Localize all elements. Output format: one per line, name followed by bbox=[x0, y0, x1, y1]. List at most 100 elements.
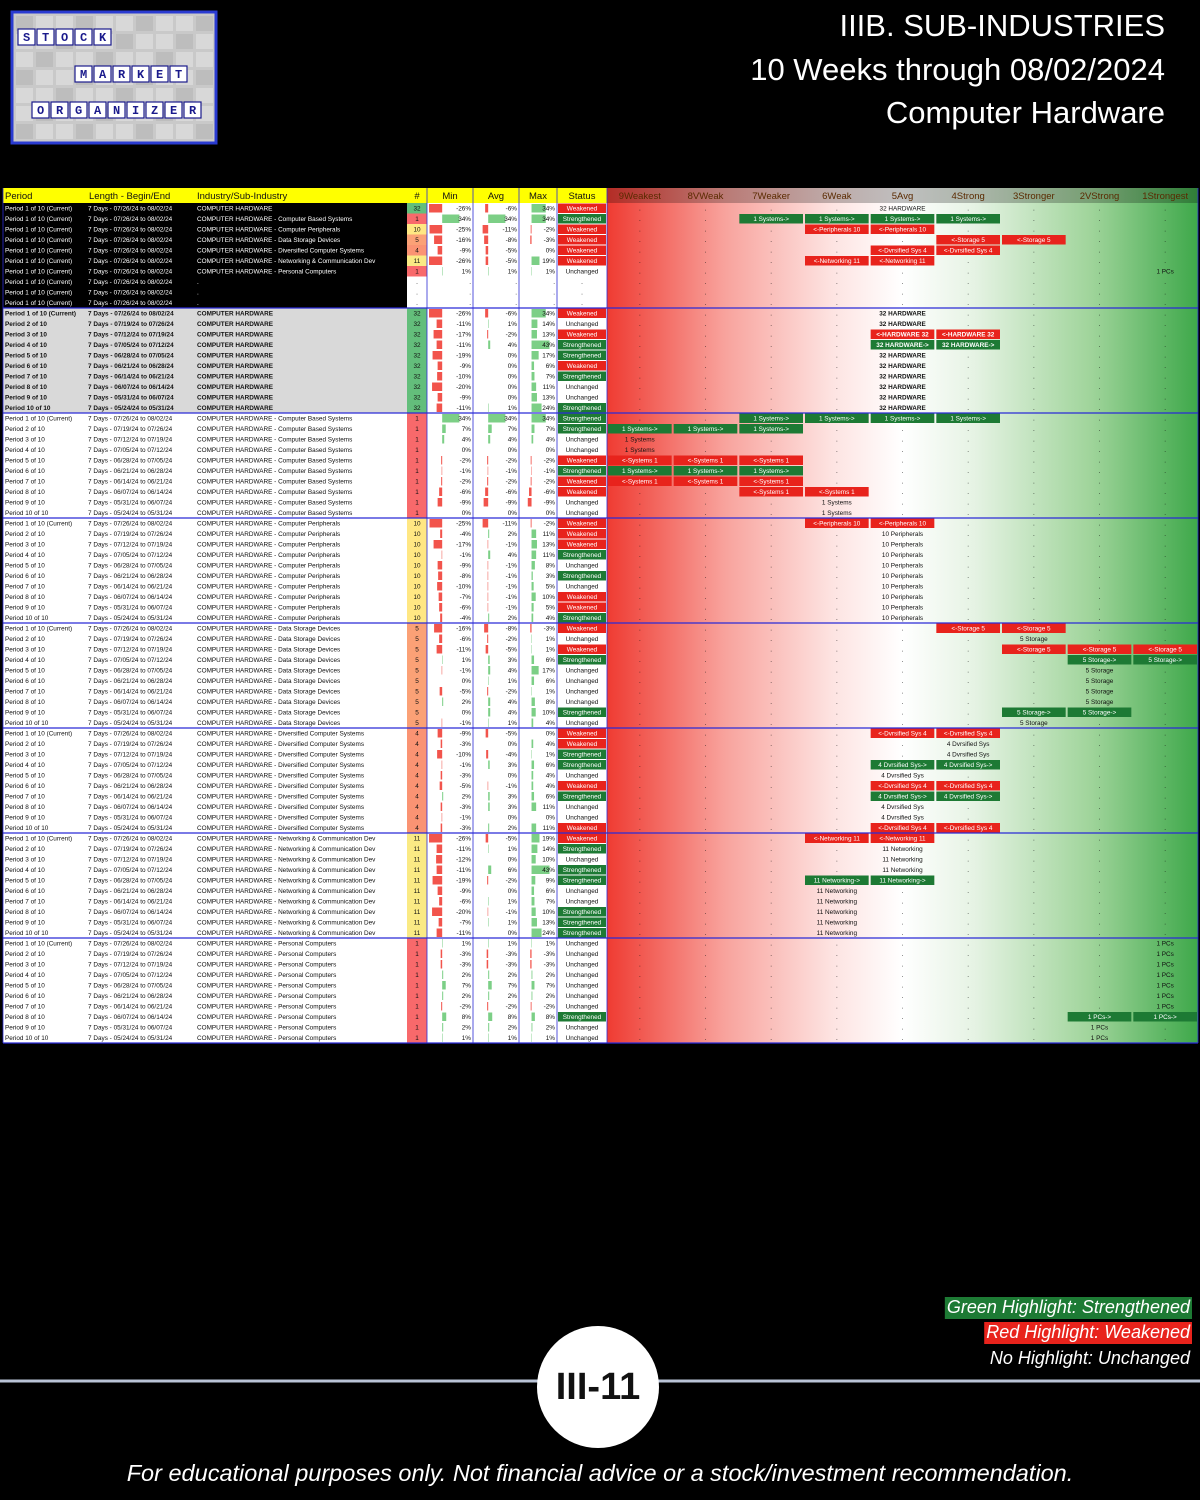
industry-cell: COMPUTER HARDWARE - Diversified Computer… bbox=[197, 783, 364, 790]
band-cell: . bbox=[705, 951, 707, 958]
pos-bar bbox=[488, 666, 491, 675]
pos-bar bbox=[488, 1023, 490, 1032]
status-cell: Strengthened bbox=[563, 373, 602, 380]
band-cell: . bbox=[770, 783, 772, 790]
status-bg bbox=[558, 518, 606, 528]
neg-bar bbox=[440, 823, 443, 832]
length-cell: 7 Days - 06/28/24 to 07/05/24 bbox=[88, 772, 173, 779]
neg-bar bbox=[441, 718, 443, 727]
count-bg bbox=[407, 371, 427, 382]
industry-cell: COMPUTER HARDWARE - Computer Peripherals bbox=[197, 594, 340, 601]
band-cell: 10 Peripherals bbox=[882, 573, 923, 580]
count-cell: 4 bbox=[415, 741, 419, 748]
min-cell: -9% bbox=[460, 562, 472, 569]
industry-cell: COMPUTER HARDWARE - Computer Peripherals bbox=[197, 583, 340, 590]
min-cell: -3% bbox=[460, 772, 472, 779]
band-cell: . bbox=[639, 930, 641, 937]
length-cell: 7 Days - 05/24/24 to 05/31/24 bbox=[88, 930, 173, 937]
band-cell: . bbox=[770, 1024, 772, 1031]
neg-bar bbox=[433, 330, 443, 339]
band-cell: . bbox=[770, 321, 772, 328]
band-cell: . bbox=[1033, 331, 1035, 338]
length-cell: 7 Days - 07/26/24 to 08/02/24 bbox=[88, 835, 173, 842]
length-cell: 7 Days - 07/26/24 to 08/02/24 bbox=[88, 300, 173, 307]
band-cell: . bbox=[705, 436, 707, 443]
count-cell: 32 bbox=[413, 352, 421, 359]
avg-cell: -1% bbox=[506, 783, 518, 790]
length-cell: 7 Days - 06/07/24 to 06/14/24 bbox=[88, 699, 173, 706]
band-cell: . bbox=[1033, 394, 1035, 401]
band-cell: . bbox=[639, 982, 641, 989]
neg-bar bbox=[429, 519, 443, 528]
status-bg bbox=[558, 203, 606, 213]
max-cell: 1% bbox=[546, 688, 556, 695]
count-cell: 32 bbox=[413, 205, 421, 212]
band-cell: . bbox=[1164, 720, 1166, 727]
min-cell: -1% bbox=[460, 814, 472, 821]
neg-bar bbox=[487, 466, 489, 475]
neg-bar bbox=[487, 781, 489, 790]
count-bg bbox=[407, 969, 427, 980]
band-cell: . bbox=[1099, 331, 1101, 338]
pos-bar bbox=[531, 424, 535, 433]
band-cell: . bbox=[1033, 867, 1035, 874]
row-bg bbox=[3, 381, 407, 392]
avg-cell: 2% bbox=[508, 825, 518, 832]
band-cell: . bbox=[902, 720, 904, 727]
band-cell: . bbox=[1164, 604, 1166, 611]
length-cell: 7 Days - 06/21/24 to 06/28/24 bbox=[88, 468, 173, 475]
neg-bar bbox=[487, 876, 489, 885]
band-cell: . bbox=[836, 300, 838, 307]
band-cell: . bbox=[902, 898, 904, 905]
max-cell: 10% bbox=[542, 594, 555, 601]
pos-bar bbox=[442, 939, 443, 948]
band-cell: <-Systems 1 bbox=[753, 478, 789, 485]
pos-bar bbox=[531, 834, 540, 843]
status-bg bbox=[558, 476, 606, 486]
row-bg bbox=[3, 297, 407, 308]
max-cell: 2% bbox=[546, 993, 556, 1000]
min-cell: 2% bbox=[462, 699, 472, 706]
band-cell: . bbox=[902, 436, 904, 443]
pos-bar bbox=[531, 403, 542, 412]
band-cell: <-Dvrsified Sys 4 bbox=[944, 730, 993, 737]
band-cell: . bbox=[705, 919, 707, 926]
industry-cell: COMPUTER HARDWARE - Data Storage Devices bbox=[197, 625, 340, 632]
count-bg bbox=[407, 549, 427, 560]
pos-bar bbox=[442, 970, 444, 979]
count-cell: 1 bbox=[415, 951, 419, 958]
period-cell: Period 2 of 10 bbox=[5, 741, 45, 748]
count-cell: 11 bbox=[414, 888, 421, 895]
status-cell: Strengthened bbox=[563, 877, 602, 884]
band-cell: . bbox=[770, 888, 772, 895]
band-cell: . bbox=[1099, 604, 1101, 611]
count-cell: 32 bbox=[413, 331, 421, 338]
band-cell: . bbox=[836, 321, 838, 328]
industry-cell: COMPUTER HARDWARE - Diversified Computer… bbox=[197, 772, 364, 779]
status-cell: Weakened bbox=[567, 363, 598, 370]
status-cell: . bbox=[581, 300, 583, 307]
length-cell: 7 Days - 05/24/24 to 05/31/24 bbox=[88, 1035, 173, 1042]
industry-cell: COMPUTER HARDWARE - Computer Peripherals bbox=[197, 226, 340, 233]
avg-cell: 3% bbox=[508, 657, 518, 664]
band-highlight bbox=[1133, 1012, 1197, 1022]
status-bg bbox=[558, 403, 606, 413]
band-cell: 4 Dvrsified Sys bbox=[881, 772, 924, 779]
band-cell: . bbox=[705, 982, 707, 989]
status-bg bbox=[558, 466, 606, 476]
neg-bar bbox=[440, 802, 443, 811]
logo-tile bbox=[16, 88, 33, 103]
band-cell: . bbox=[1033, 856, 1035, 863]
logo-tile bbox=[116, 88, 133, 103]
period-cell: Period 9 of 10 bbox=[5, 604, 45, 611]
count-cell: 32 bbox=[413, 363, 421, 370]
band-cell: . bbox=[1164, 678, 1166, 685]
band-cell: . bbox=[967, 636, 969, 643]
band-cell: . bbox=[1099, 909, 1101, 916]
length-cell: 7 Days - 06/21/24 to 06/28/24 bbox=[88, 888, 173, 895]
band-cell: . bbox=[705, 247, 707, 254]
neg-bar bbox=[437, 886, 443, 895]
status-cell: Weakened bbox=[567, 489, 598, 496]
avg-cell: -9% bbox=[506, 499, 518, 506]
